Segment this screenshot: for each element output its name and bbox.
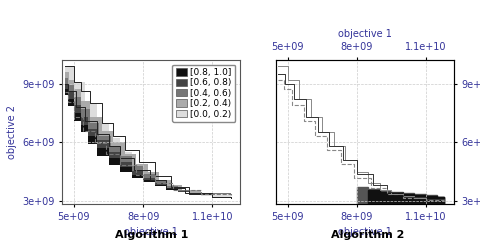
Polygon shape	[65, 72, 231, 197]
Polygon shape	[65, 66, 231, 198]
Polygon shape	[368, 190, 444, 204]
Polygon shape	[65, 84, 231, 196]
Text: Algorithm 1: Algorithm 1	[115, 230, 188, 240]
Polygon shape	[368, 190, 444, 204]
Y-axis label: objective 2: objective 2	[7, 105, 17, 159]
Legend: [0.8, 1.0], [0.6, 0.8), [0.4, 0.6), [0.2, 0.4), [0.0, 0.2): [0.8, 1.0], [0.6, 0.8), [0.4, 0.6), [0.2…	[172, 65, 236, 122]
X-axis label: objective 1: objective 1	[124, 227, 178, 237]
Polygon shape	[65, 78, 231, 196]
X-axis label: objective 1: objective 1	[338, 29, 392, 39]
X-axis label: objective 1: objective 1	[338, 227, 392, 237]
Polygon shape	[65, 89, 231, 195]
Text: Algorithm 2: Algorithm 2	[331, 230, 404, 240]
Polygon shape	[357, 187, 444, 204]
